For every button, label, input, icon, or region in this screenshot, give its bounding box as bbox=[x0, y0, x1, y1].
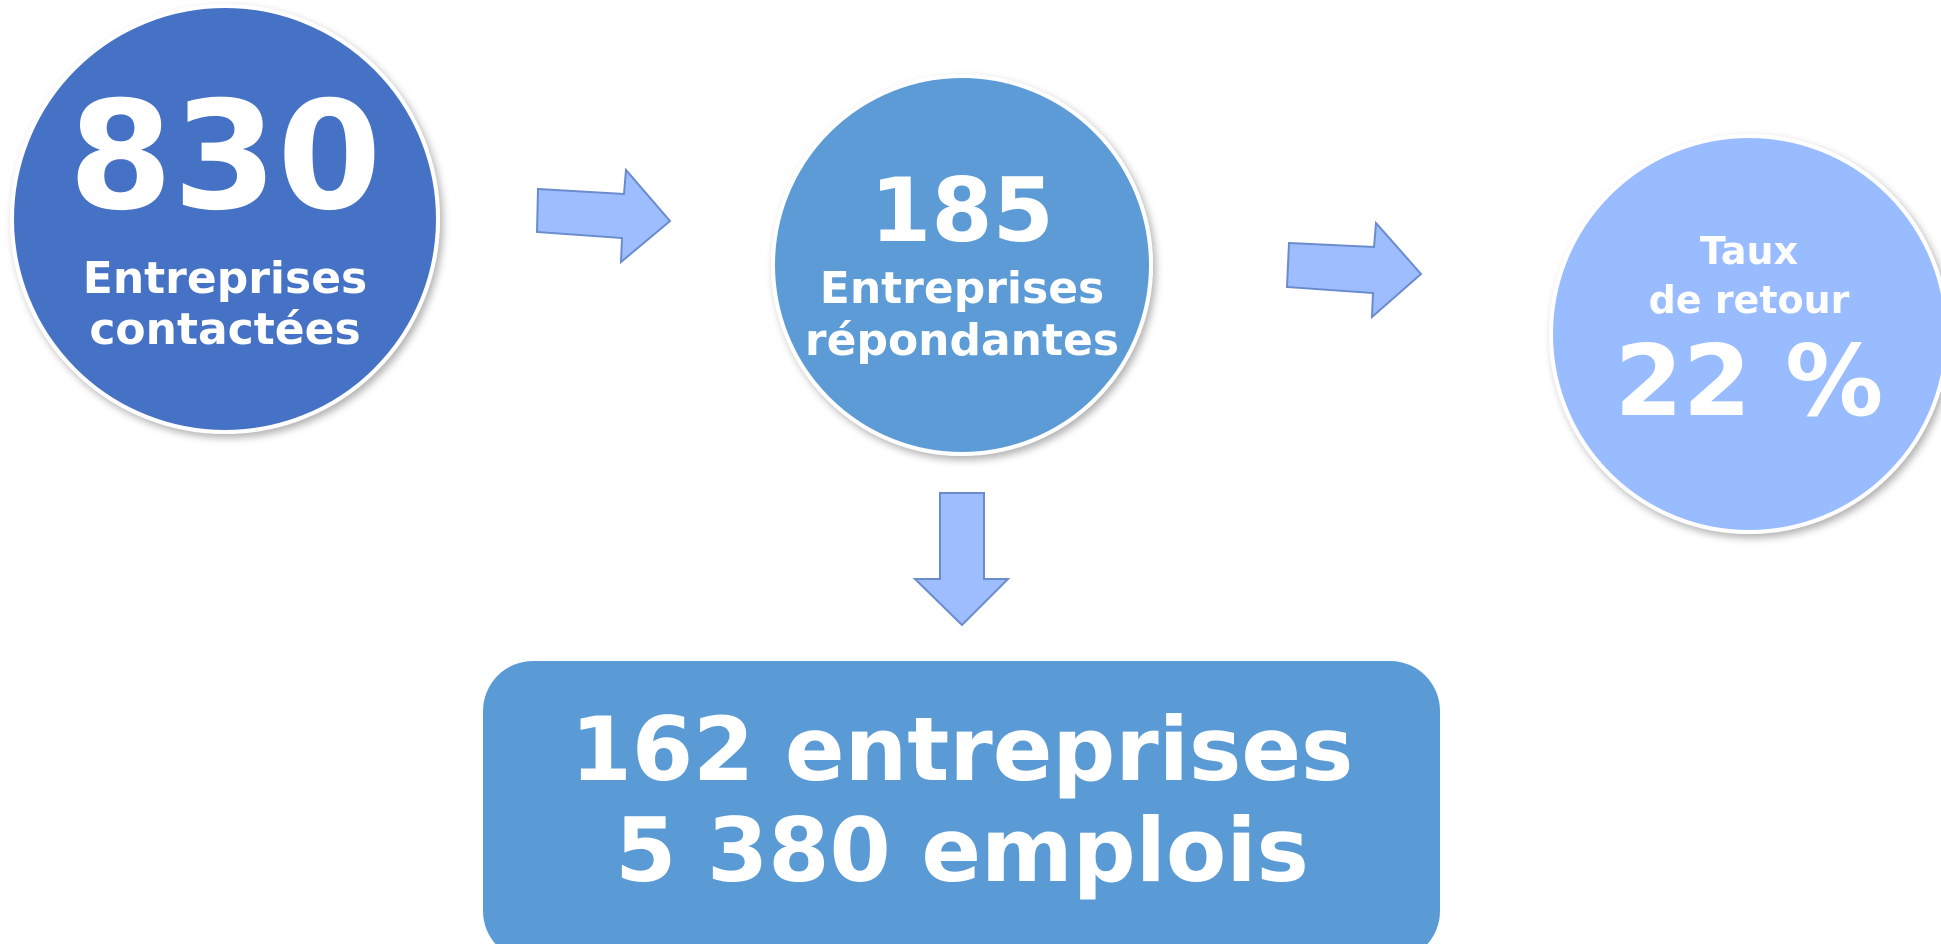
node-label: répondantes bbox=[805, 315, 1119, 366]
node-label: de retour bbox=[1649, 278, 1850, 322]
node-circle bbox=[1549, 134, 1941, 534]
result-box bbox=[483, 661, 1440, 944]
node-label: Entreprises bbox=[820, 263, 1104, 314]
arrow bbox=[912, 492, 1011, 627]
result-line: 162 entreprises bbox=[571, 698, 1354, 801]
arrow bbox=[535, 167, 672, 265]
node-number: 185 bbox=[870, 159, 1054, 262]
node-circle bbox=[10, 4, 440, 434]
arrow bbox=[1285, 220, 1423, 320]
node-label: Taux bbox=[1700, 229, 1798, 273]
node-label: Entreprises bbox=[83, 253, 367, 304]
node-number: 830 bbox=[68, 70, 381, 244]
node-label: contactées bbox=[89, 304, 360, 355]
node-number: 22 % bbox=[1615, 325, 1884, 439]
result-line: 5 380 emplois bbox=[615, 799, 1309, 902]
node-circle bbox=[771, 74, 1153, 456]
